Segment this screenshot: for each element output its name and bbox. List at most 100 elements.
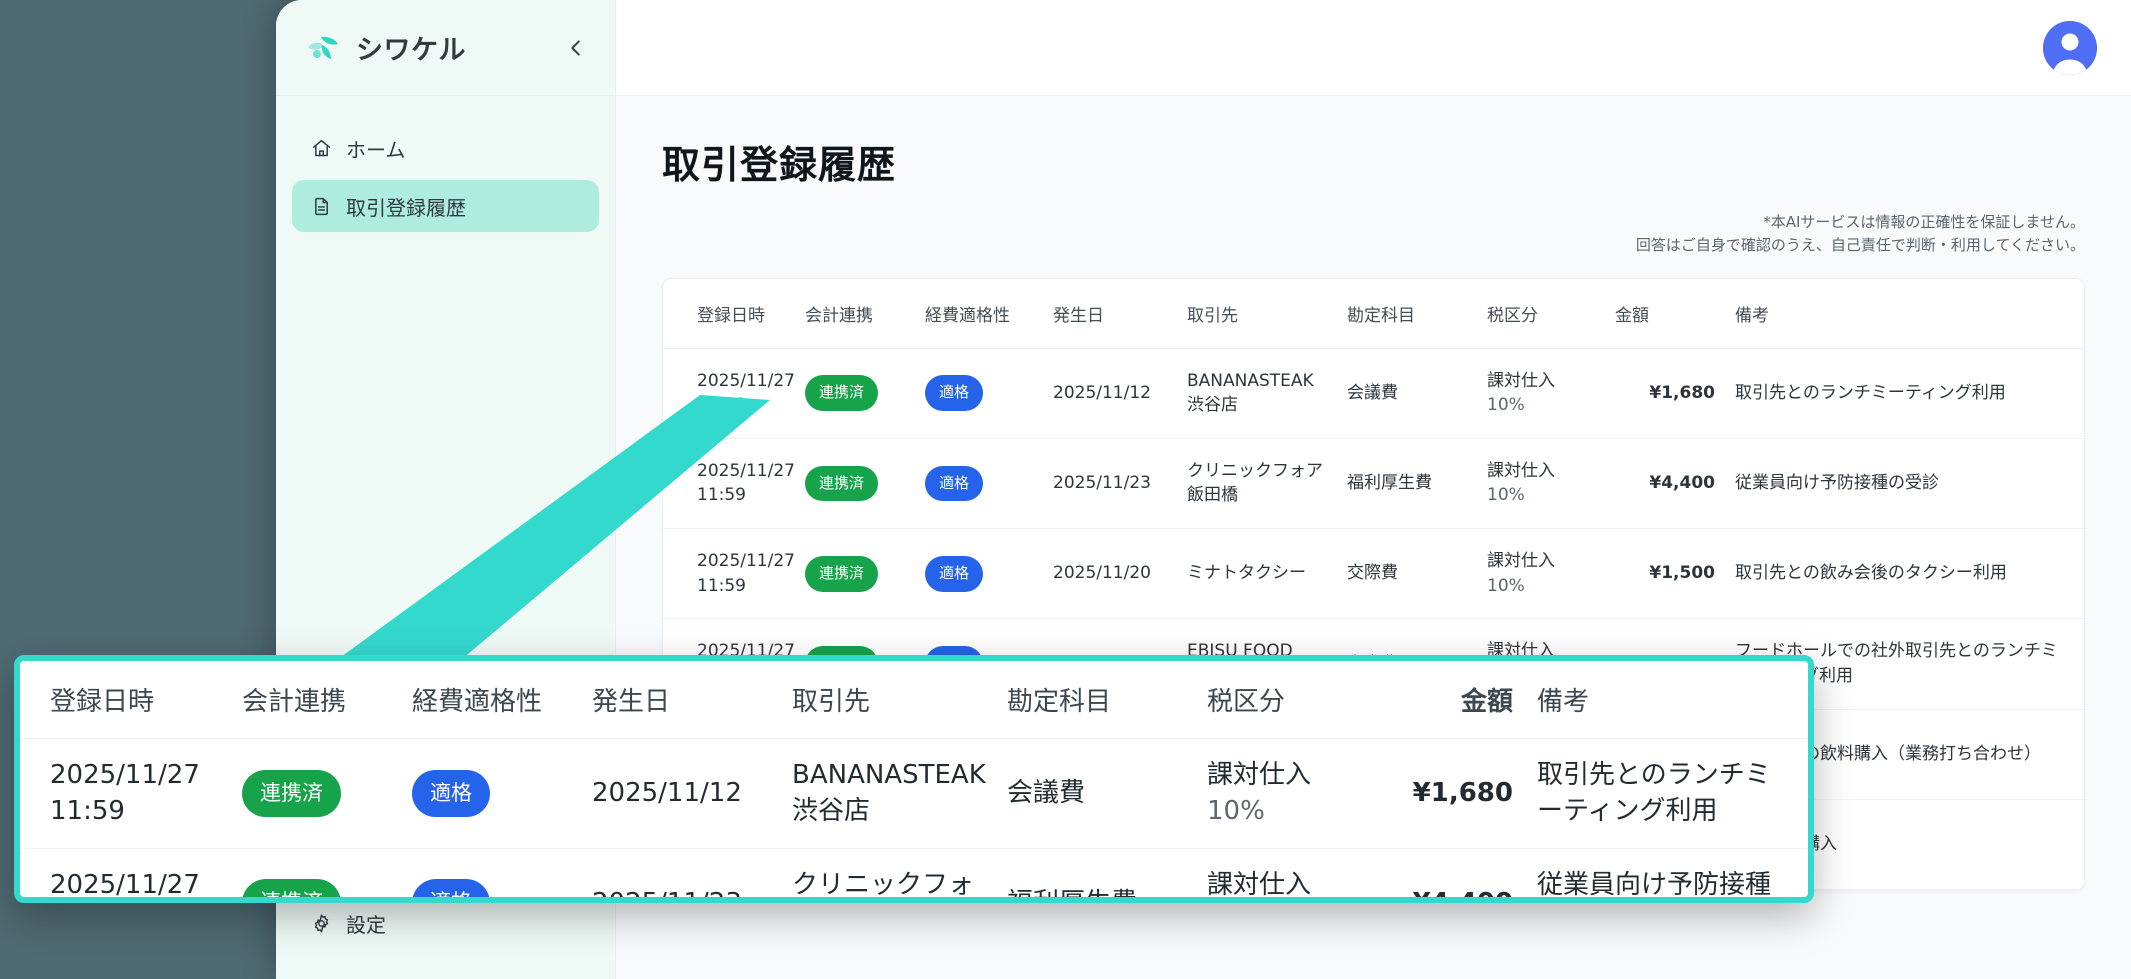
cell-amount: ¥4,400 <box>1375 848 1525 897</box>
status-badge-eligibility: 適格 <box>925 555 984 592</box>
magnified-table-body: 2025/11/27 11:59 連携済 適格 2025/11/12 BANANASTEA… <box>20 738 1808 900</box>
column-header-account-title[interactable]: 勘定科目 <box>1337 278 1477 349</box>
cell-partner: クリニックフォア 飯田橋 <box>1177 438 1337 530</box>
cell-occurred-date: 2025/11/12 <box>580 738 780 849</box>
cell-registered-datetime: 2025/11/27 11:59 <box>663 528 795 620</box>
cell-amount: ¥1,680 <box>1375 738 1525 849</box>
column-header-occurred-date[interactable]: 発生日 <box>1043 278 1177 349</box>
registered-time: 11:59 <box>697 395 746 416</box>
topbar <box>616 0 2131 96</box>
table-header-row: 登録日時 会計連携 経費適格性 発生日 取引先 勘定科目 税区分 金額 備考 <box>663 278 2084 349</box>
sidebar-nav: ホーム 取引登録履歴 <box>276 96 615 238</box>
cell-account-title: 会議費 <box>995 738 1195 849</box>
cell-account-title: 会議費 <box>1337 348 1477 439</box>
status-badge-eligibility: 適格 <box>412 879 490 897</box>
sidebar-item-settings[interactable]: 設定 <box>292 897 599 949</box>
app-logo-text: シワケル <box>356 35 466 66</box>
cell-partner: ミナトタクシー <box>1177 528 1337 620</box>
column-header-account-title: 勘定科目 <box>995 661 1195 739</box>
registered-date: 2025/11/27 <box>697 370 795 391</box>
avatar[interactable] <box>2043 20 2097 75</box>
cell-expense-eligibility: 適格 <box>915 348 1043 439</box>
cell-note: 従業員向け予防接種の受診 <box>1725 438 2084 530</box>
column-header-note[interactable]: 備考 <box>1725 278 2084 349</box>
status-badge-eligibility: 適格 <box>412 769 490 818</box>
tax-class-name: 課対仕入 <box>1487 551 1555 572</box>
page-title: 取引登録履歴 <box>662 143 897 187</box>
column-header-note: 備考 <box>1525 661 1808 739</box>
column-header-amount: 金額 <box>1375 661 1525 739</box>
cell-note: 取引先とのランチミーティング利用 <box>1725 348 2084 439</box>
cell-expense-eligibility: 適格 <box>400 738 580 849</box>
column-header-accounting-link[interactable]: 会計連携 <box>795 278 915 349</box>
sidebar-item-transaction-history[interactable]: 取引登録履歴 <box>292 180 599 232</box>
status-badge-accounting-link: 連携済 <box>242 769 341 818</box>
status-badge-eligibility: 適格 <box>925 375 984 412</box>
status-badge-accounting-link: 連携済 <box>805 375 879 412</box>
document-icon <box>310 195 332 217</box>
registered-time: 11:59 <box>697 575 746 596</box>
sidebar-item-home[interactable]: ホーム <box>292 122 599 174</box>
table-row[interactable]: 2025/11/27 11:59 連携済 適格 2025/11/20 ミナトタクシー 交際費… <box>663 528 2084 620</box>
cell-note: 取引先との飲み会後のタクシー利用 <box>1725 528 2084 620</box>
table-header: 登録日時 会計連携 経費適格性 発生日 取引先 勘定科目 税区分 金額 備考 <box>663 278 2084 349</box>
sidebar-item-label: 取引登録履歴 <box>346 195 466 220</box>
tax-class-name: 課対仕入 <box>1487 460 1555 481</box>
table-row[interactable]: 2025/11/27 11:59 連携済 適格 2025/11/12 BANANASTEA… <box>20 738 1808 849</box>
column-header-expense-eligibility[interactable]: 経費適格性 <box>915 278 1043 349</box>
tax-class-name: 課対仕入 <box>1207 760 1312 790</box>
registered-date: 2025/11/27 <box>697 460 795 481</box>
status-badge-accounting-link: 連携済 <box>242 879 341 897</box>
magnified-table-callout: 登録日時 会計連携 経費適格性 発生日 取引先 勘定科目 税区分 金額 備考 2… <box>14 655 1814 903</box>
cell-expense-eligibility: 適格 <box>915 438 1043 530</box>
cell-accounting-link: 連携済 <box>795 528 915 620</box>
cell-partner: BANANASTEAK 渋谷店 <box>1177 348 1337 439</box>
column-header-amount[interactable]: 金額 <box>1605 278 1725 349</box>
cell-partner: BANANASTEAK 渋谷店 <box>780 738 995 849</box>
tax-rate: 10% <box>1487 395 1525 416</box>
column-header-occurred-date: 発生日 <box>580 661 780 739</box>
tax-rate: 10% <box>1487 485 1525 506</box>
column-header-registered-datetime[interactable]: 登録日時 <box>663 278 795 349</box>
status-badge-accounting-link: 連携済 <box>805 465 879 502</box>
cell-partner: クリニックフォア 飯田橋 <box>780 848 995 897</box>
disclaimer-line-2: 回答はご自身で確認のうえ、自己責任で判断・利用してください。 <box>1635 236 2085 255</box>
registered-date: 2025/11/27 <box>50 869 200 900</box>
sidebar-item-label: ホーム <box>346 137 406 162</box>
cell-tax-class: 課対仕入 10% <box>1477 438 1605 530</box>
cell-registered-datetime: 2025/11/27 11:59 <box>663 348 795 439</box>
cell-amount: ¥4,400 <box>1605 438 1725 530</box>
cell-occurred-date: 2025/11/20 <box>1043 528 1177 620</box>
cell-occurred-date: 2025/11/23 <box>580 848 780 897</box>
cell-accounting-link: 連携済 <box>795 438 915 530</box>
disclaimer-line-1: *本AIサービスは情報の正確性を保証しません。 <box>1763 213 2085 231</box>
cell-account-title: 福利厚生費 <box>995 848 1195 897</box>
magnified-table-header: 登録日時 会計連携 経費適格性 発生日 取引先 勘定科目 税区分 金額 備考 <box>20 661 1808 739</box>
cell-note: 取引先とのランチミーティング利用 <box>1525 738 1808 849</box>
registered-date: 2025/11/27 <box>50 760 200 790</box>
sidebar-collapse-icon[interactable] <box>561 33 591 63</box>
cell-expense-eligibility: 適格 <box>400 848 580 897</box>
column-header-tax-class[interactable]: 税区分 <box>1477 278 1605 349</box>
column-header-partner[interactable]: 取引先 <box>1177 278 1337 349</box>
gear-icon <box>310 912 332 934</box>
cell-account-title: 交際費 <box>1337 528 1477 620</box>
column-header-expense-eligibility: 経費適格性 <box>400 661 580 739</box>
column-header-registered-datetime: 登録日時 <box>20 661 230 739</box>
registered-time: 11:59 <box>697 485 746 506</box>
cell-expense-eligibility: 適格 <box>915 528 1043 620</box>
table-row[interactable]: 2025/11/27 11:59 連携済 適格 2025/11/12 BANANASTEA… <box>663 348 2084 439</box>
cell-occurred-date: 2025/11/23 <box>1043 438 1177 530</box>
app-logo-icon <box>304 31 344 65</box>
column-header-accounting-link: 会計連携 <box>230 661 400 739</box>
cell-accounting-link: 連携済 <box>795 348 915 439</box>
cell-accounting-link: 連携済 <box>230 738 400 849</box>
registered-date: 2025/11/27 <box>697 551 795 572</box>
